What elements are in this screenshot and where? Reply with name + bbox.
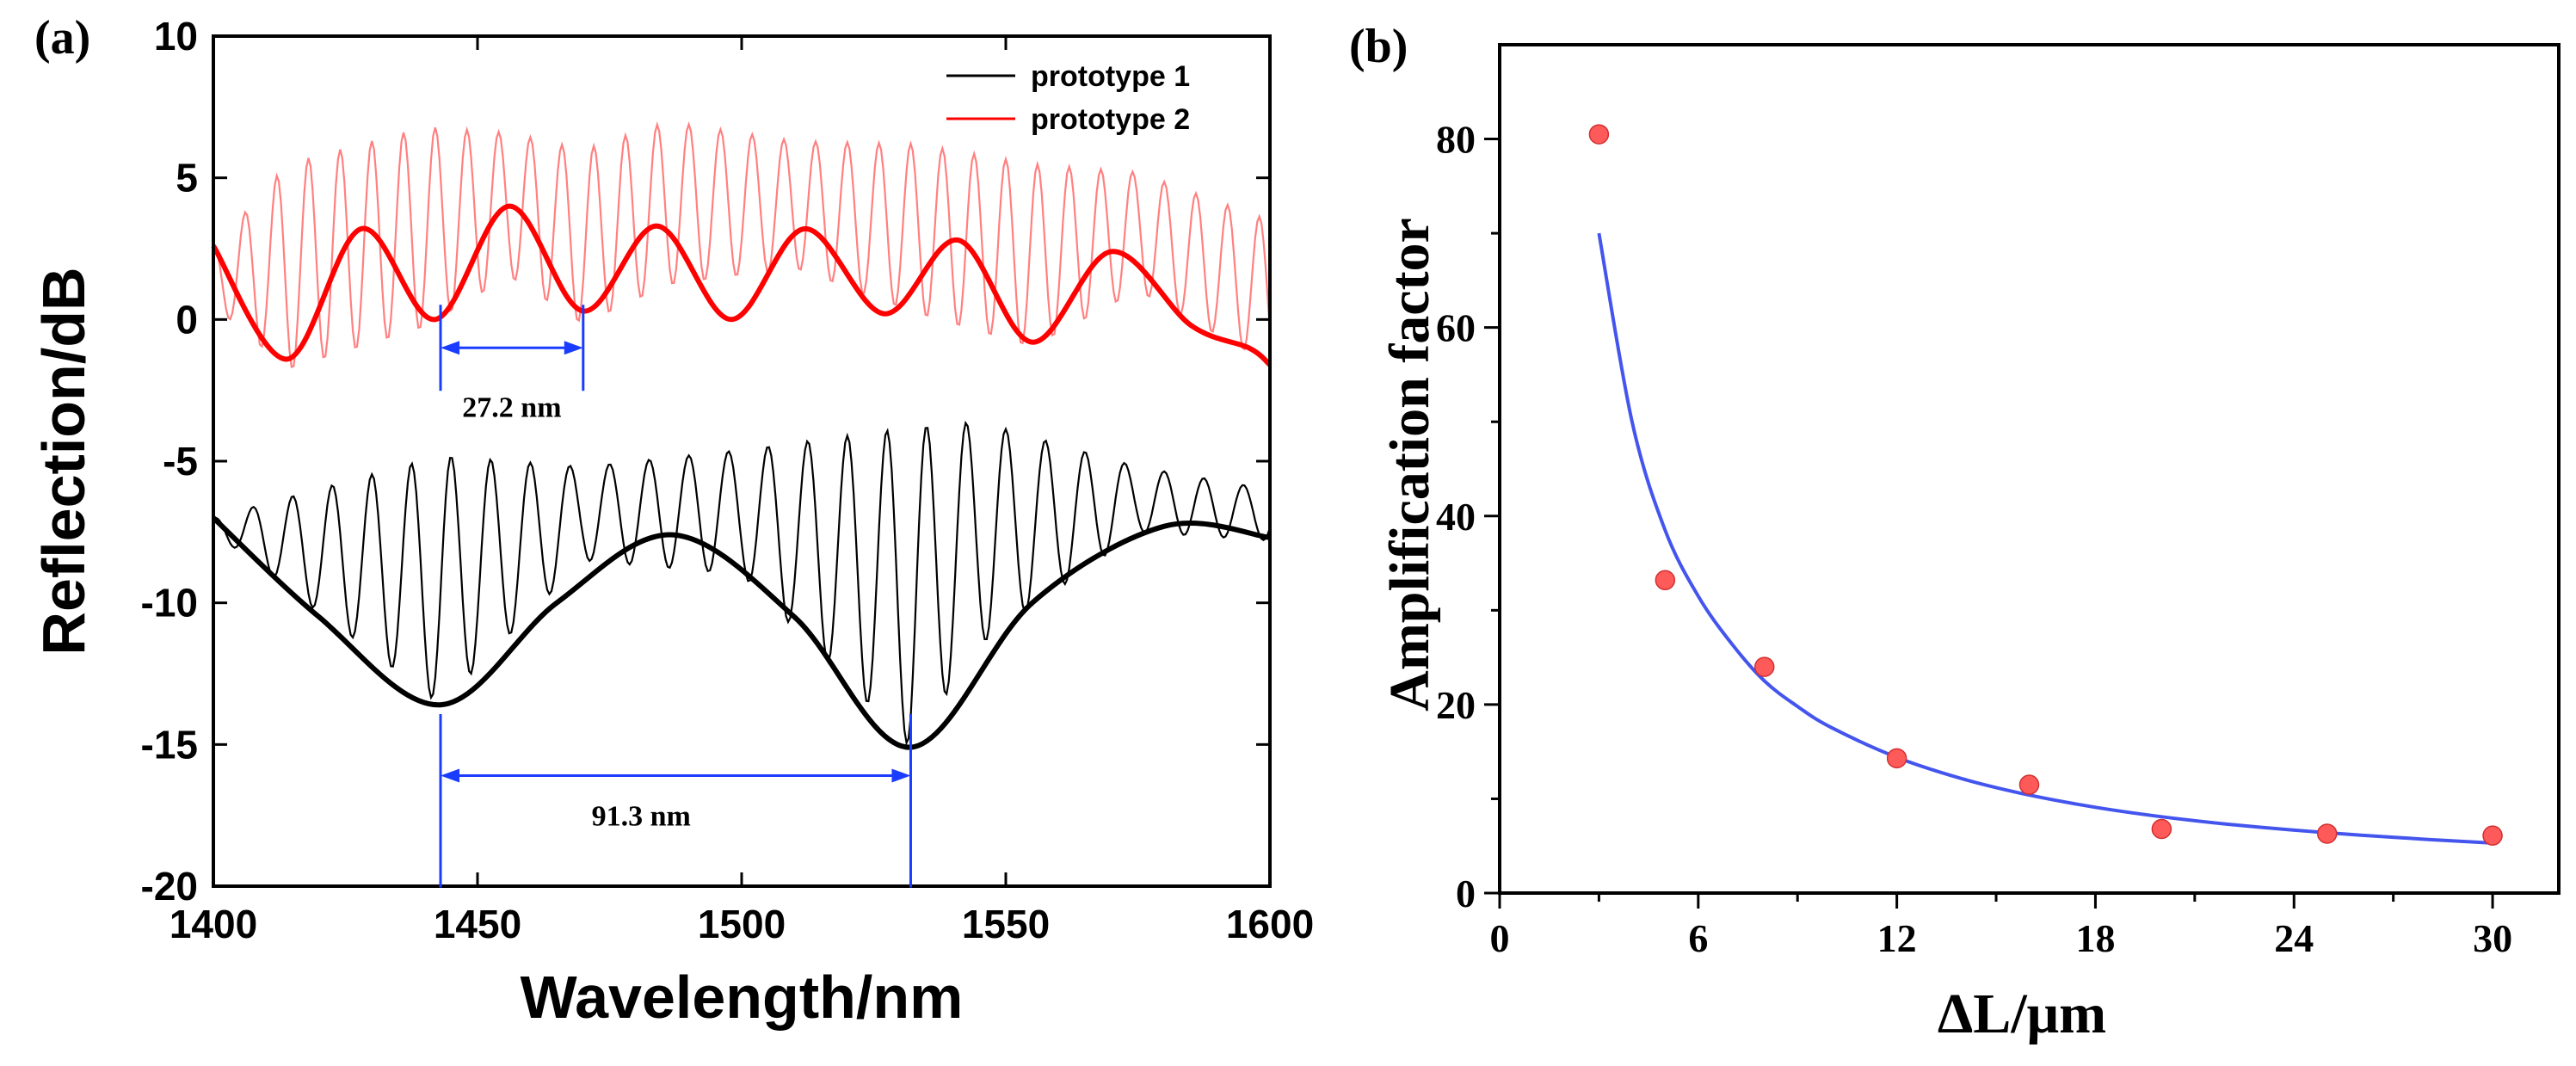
x-tick-label: 1450 (434, 902, 521, 946)
chart-panel-a: (a) 1400 1450 1500 1550 1600-20-15-10-50510 … (30, 11, 1314, 1031)
annotation-label: 27.2 nm (462, 391, 561, 423)
y-tick-label: 80 (1436, 118, 1476, 162)
data-point (1655, 570, 1676, 591)
panel-a-y-axis-label: Reflection/dB (30, 267, 97, 655)
x-tick-label: 0 (1490, 916, 1510, 960)
x-tick-label: 18 (2075, 916, 2115, 960)
y-tick-label: 10 (154, 14, 198, 59)
panel-a-series (211, 120, 1273, 750)
panel-b-label: (b) (1349, 20, 1408, 73)
data-point (2151, 818, 2172, 840)
series-line-4 (211, 515, 1271, 750)
panel-a-x-axis-label: Wavelength/nm (521, 964, 964, 1031)
y-tick-label: 0 (176, 297, 198, 342)
series-line-2 (211, 203, 1273, 367)
panel-a-legend: prototype 1 prototype 2 (946, 60, 1190, 136)
annotation-arrowhead-right (564, 341, 583, 355)
series-line-3 (213, 420, 1272, 747)
annotation-label: 91.3 nm (592, 801, 691, 833)
data-point (2482, 825, 2503, 846)
legend-label-2: prototype 2 (1031, 103, 1190, 136)
chart-panel-b: (b) 0 6 12 18 24 30 0 20 40 60 80 ΔL/μm Amplificat… (1349, 20, 2561, 1045)
x-tick-label: 1550 (962, 902, 1050, 946)
data-point (2316, 823, 2338, 844)
panel-b-frame (1498, 43, 2561, 895)
legend-label-1: prototype 1 (1031, 60, 1190, 93)
panel-a-annotations: 27.2 nm 91.3 nm (439, 305, 912, 888)
panel-a-label: (a) (34, 11, 90, 65)
panel-a-ticks: 1400 1450 1500 1550 1600 -20 -15 -10 -5 0 5 10 (141, 14, 1315, 946)
x-tick-label: 24 (2274, 916, 2314, 960)
panel-b-y-axis-label: Amplification factor (1378, 218, 1441, 712)
x-tick-label: 30 (2473, 916, 2512, 960)
panel-b-series (1588, 124, 2503, 846)
x-tick-label: 6 (1688, 916, 1708, 960)
y-tick-label: -20 (141, 864, 198, 909)
data-point (1588, 124, 1610, 145)
fit-line (1597, 232, 2493, 845)
series-line-1 (213, 120, 1272, 368)
y-tick-label: -15 (141, 722, 198, 767)
panel-a-frame (212, 34, 1272, 888)
y-tick-label: 20 (1436, 683, 1476, 727)
x-tick-label: 1500 (698, 902, 786, 946)
y-tick-label: 40 (1436, 495, 1476, 539)
y-tick-label: -5 (163, 439, 198, 484)
y-tick-label: 0 (1456, 872, 1476, 915)
data-point (1754, 656, 1775, 677)
x-tick-label: 1600 (1226, 902, 1314, 946)
x-tick-label: 1400 (169, 902, 257, 946)
y-tick-label: -10 (141, 581, 198, 625)
x-tick-label: 12 (1877, 916, 1917, 960)
y-tick-label: 5 (176, 156, 198, 200)
data-point (1886, 748, 1907, 769)
panel-b-x-axis-label: ΔL/μm (1938, 983, 2106, 1045)
annotation-arrowhead-right (891, 768, 911, 783)
panel-b-ticks: 0 6 12 18 24 30 0 20 40 60 80 (1436, 118, 2512, 960)
data-point (2018, 774, 2040, 795)
y-tick-label: 60 (1436, 306, 1476, 350)
annotation-arrowhead-left (441, 341, 460, 355)
annotation-arrowhead-left (441, 768, 460, 783)
